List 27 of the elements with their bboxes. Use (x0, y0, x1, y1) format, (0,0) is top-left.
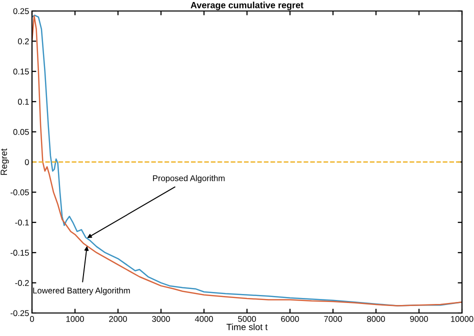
annotation: Proposed Algorithm (153, 175, 225, 183)
y-tick-label: 0.05 (13, 129, 29, 135)
y-tick-label: -0.2 (15, 280, 29, 286)
chart-title: Average cumulative regret (190, 2, 304, 10)
x-tick-label: 5000 (238, 316, 256, 322)
x-tick-label: 7000 (324, 316, 342, 322)
x-axis-title: Time slot t (226, 324, 268, 330)
y-tick-label: 0.15 (13, 68, 29, 74)
x-tick-label: 3000 (152, 316, 170, 322)
x-tick-label: 9000 (410, 316, 428, 322)
y-tick-label: 0.25 (13, 8, 29, 14)
y-tick-label: -0.05 (10, 189, 29, 196)
y-tick-label: 0 (24, 159, 29, 166)
x-tick-label: 6000 (281, 316, 299, 322)
x-tick-label: 10000 (451, 316, 474, 322)
y-tick-label: -0.25 (10, 310, 29, 316)
y-axis-title: Regret (0, 148, 9, 175)
x-tick-label: 0 (30, 316, 34, 322)
y-tick-label: 0.1 (18, 98, 29, 105)
x-tick-label: 8000 (367, 316, 385, 322)
y-tick-label: -0.15 (10, 250, 29, 256)
x-tick-label: 1000 (66, 316, 84, 322)
annotation: Lowered Battery Algorithm (33, 287, 130, 296)
x-tick-label: 2000 (109, 316, 127, 322)
y-tick-label: 0.2 (18, 38, 29, 44)
y-tick-label: -0.1 (15, 220, 29, 226)
x-tick-label: 4000 (194, 316, 213, 322)
